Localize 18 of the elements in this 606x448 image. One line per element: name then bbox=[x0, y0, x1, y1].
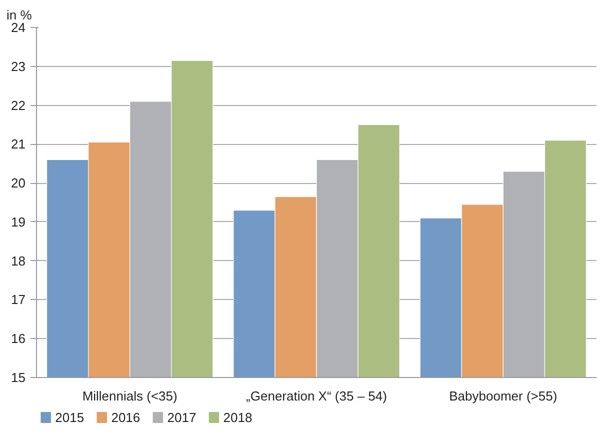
y-tick-label: 17 bbox=[11, 292, 26, 308]
legend-label: 2016 bbox=[111, 410, 140, 425]
legend-label: 2015 bbox=[55, 410, 84, 425]
y-tick-label: 19 bbox=[11, 214, 26, 230]
y-tick-label: 18 bbox=[11, 253, 26, 268]
y-tick-label: 20 bbox=[11, 176, 26, 191]
y-tick-label: 22 bbox=[11, 98, 26, 113]
y-tick-label: 23 bbox=[11, 58, 26, 74]
x-tick-label: „Generation X“ (35 – 54) bbox=[246, 388, 387, 404]
legend-label: 2017 bbox=[167, 410, 196, 425]
y-tick-label: 16 bbox=[11, 331, 26, 346]
y-axis-title: in % bbox=[6, 8, 32, 22]
x-tick-label: Babyboomer (>55) bbox=[449, 388, 558, 404]
y-tick-label: 21 bbox=[11, 136, 26, 152]
y-tick-label: 24 bbox=[11, 20, 26, 35]
legend-label: 2018 bbox=[223, 410, 252, 425]
y-tick-label: 15 bbox=[11, 370, 26, 385]
x-tick-label: Millennials (<35) bbox=[82, 388, 178, 404]
